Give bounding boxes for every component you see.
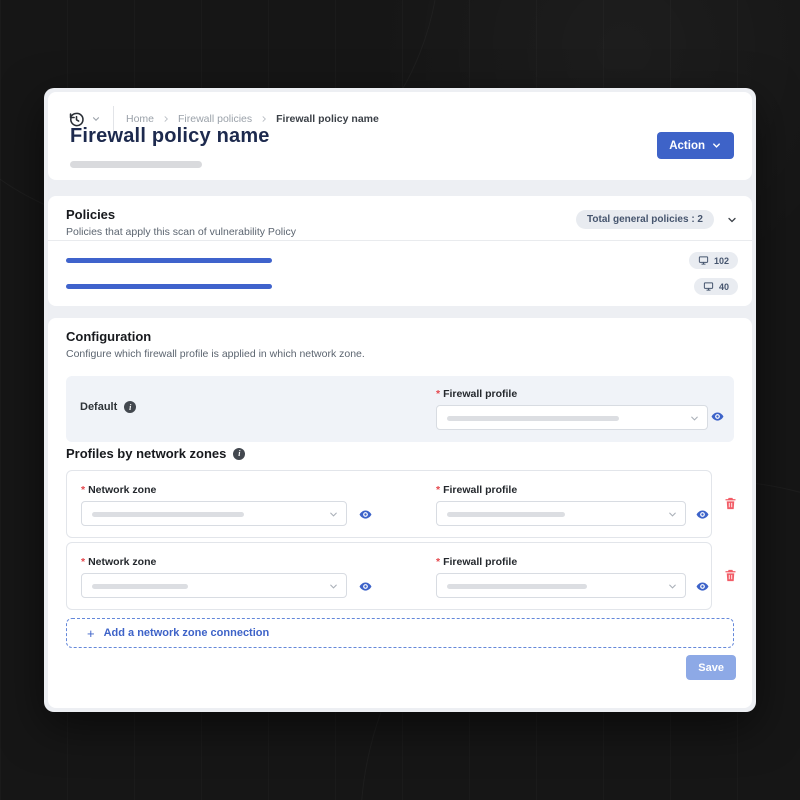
eye-icon <box>359 580 372 593</box>
firewall-profile-field: * Firewall profile <box>436 556 686 598</box>
delete-zone-row-button[interactable] <box>723 496 738 511</box>
chevron-down-icon[interactable] <box>91 114 101 124</box>
breadcrumb: Home Firewall policies Firewall policy n… <box>126 113 379 125</box>
profiles-by-network-zones-heading: Profiles by network zones i <box>66 446 246 461</box>
network-zone-field: * Network zone <box>81 484 347 526</box>
breadcrumb-row: Home Firewall policies Firewall policy n… <box>68 106 379 132</box>
info-icon[interactable]: i <box>124 401 137 413</box>
eye-icon <box>696 508 709 521</box>
policy-name-skeleton <box>66 258 272 263</box>
add-network-zone-button[interactable]: + Add a network zone connection <box>66 618 734 648</box>
eye-icon <box>711 410 724 423</box>
collapse-chevron-icon[interactable] <box>726 214 738 226</box>
network-zone-row: * Network zone <box>66 542 712 610</box>
chevron-right-icon <box>260 115 268 123</box>
trash-icon <box>723 568 738 583</box>
page-title: Firewall policy name <box>70 125 270 147</box>
breadcrumb-firewall-policies[interactable]: Firewall policies <box>178 113 253 125</box>
view-zone-button[interactable] <box>359 580 372 593</box>
device-count: 102 <box>713 255 729 266</box>
total-policies-badge: Total general policies : 2 <box>576 210 714 229</box>
firewall-profile-label: * Firewall profile <box>436 556 518 568</box>
policies-header-right: Total general policies : 2 <box>576 210 738 229</box>
default-zone-row: Default i * Firewall profile <box>66 376 734 442</box>
required-marker: * <box>436 388 441 400</box>
configuration-section: Configuration Configure which firewall p… <box>48 318 752 708</box>
device-count-badge[interactable]: 102 <box>688 252 738 269</box>
policy-name-skeleton <box>66 284 272 289</box>
configuration-title: Configuration <box>66 329 152 344</box>
default-label-text: Default <box>80 401 118 413</box>
device-count-badge[interactable]: 40 <box>693 278 738 295</box>
history-button[interactable] <box>68 111 85 128</box>
save-button[interactable]: Save <box>686 655 736 680</box>
policies-subtitle: Policies that apply this scan of vulnera… <box>66 226 296 238</box>
network-zone-select[interactable] <box>81 573 347 598</box>
required-marker: * <box>436 556 441 568</box>
firewall-profile-label: * Firewall profile <box>436 484 518 496</box>
breadcrumb-current: Firewall policy name <box>276 113 379 125</box>
page-header: Home Firewall policies Firewall policy n… <box>48 92 752 180</box>
required-marker: * <box>81 484 86 496</box>
required-marker: * <box>81 556 86 568</box>
view-profile-button[interactable] <box>696 508 709 521</box>
chevron-right-icon <box>162 115 170 123</box>
info-icon[interactable]: i <box>233 447 246 460</box>
view-profile-button[interactable] <box>696 580 709 593</box>
chevron-down-icon <box>689 413 700 424</box>
chevron-down-icon <box>328 581 339 592</box>
select-value-skeleton <box>447 416 619 421</box>
select-value-skeleton <box>92 512 244 517</box>
default-firewall-profile-select[interactable] <box>436 405 708 430</box>
configuration-subtitle: Configure which firewall profile is appl… <box>66 348 365 360</box>
firewall-profile-select[interactable] <box>436 501 686 526</box>
select-value-skeleton <box>447 584 587 589</box>
network-zone-field: * Network zone <box>81 556 347 598</box>
policy-row: 40 <box>48 278 752 296</box>
action-button[interactable]: Action <box>657 132 734 159</box>
policies-section: Policies Policies that apply this scan o… <box>48 196 752 306</box>
breadcrumb-home[interactable]: Home <box>126 113 155 125</box>
network-zone-select[interactable] <box>81 501 347 526</box>
network-zone-label: * Network zone <box>81 556 157 568</box>
section-divider <box>48 240 752 241</box>
action-button-label: Action <box>669 139 705 152</box>
select-value-skeleton <box>92 584 188 589</box>
monitor-icon <box>698 255 709 266</box>
default-firewall-profile-field: * Firewall profile <box>436 388 722 430</box>
chevron-down-icon <box>667 581 678 592</box>
default-zone-label: Default i <box>80 401 137 413</box>
chevron-down-icon <box>711 140 722 151</box>
header-divider <box>113 106 114 132</box>
device-count: 40 <box>718 281 729 292</box>
policy-row: 102 <box>48 252 752 270</box>
policies-title: Policies <box>66 207 116 222</box>
network-zone-label: * Network zone <box>81 484 157 496</box>
history-icon <box>68 111 85 128</box>
add-network-zone-label: Add a network zone connection <box>103 627 270 639</box>
eye-icon <box>696 580 709 593</box>
network-zone-row: * Network zone <box>66 470 712 538</box>
chevron-down-icon <box>328 509 339 520</box>
firewall-policy-page-card: Home Firewall policies Firewall policy n… <box>44 88 756 712</box>
select-value-skeleton <box>447 512 565 517</box>
eye-icon <box>359 508 372 521</box>
monitor-icon <box>703 281 714 292</box>
required-marker: * <box>436 484 441 496</box>
view-zone-button[interactable] <box>359 508 372 521</box>
chevron-down-icon <box>667 509 678 520</box>
firewall-profile-select[interactable] <box>436 573 686 598</box>
firewall-profile-field: * Firewall profile <box>436 484 686 526</box>
delete-zone-row-button[interactable] <box>723 568 738 583</box>
trash-icon <box>723 496 738 511</box>
plus-icon: + <box>87 625 95 641</box>
title-subtext-skeleton <box>70 161 202 168</box>
firewall-profile-label: * Firewall profile <box>436 388 518 400</box>
view-profile-button[interactable] <box>711 410 724 423</box>
